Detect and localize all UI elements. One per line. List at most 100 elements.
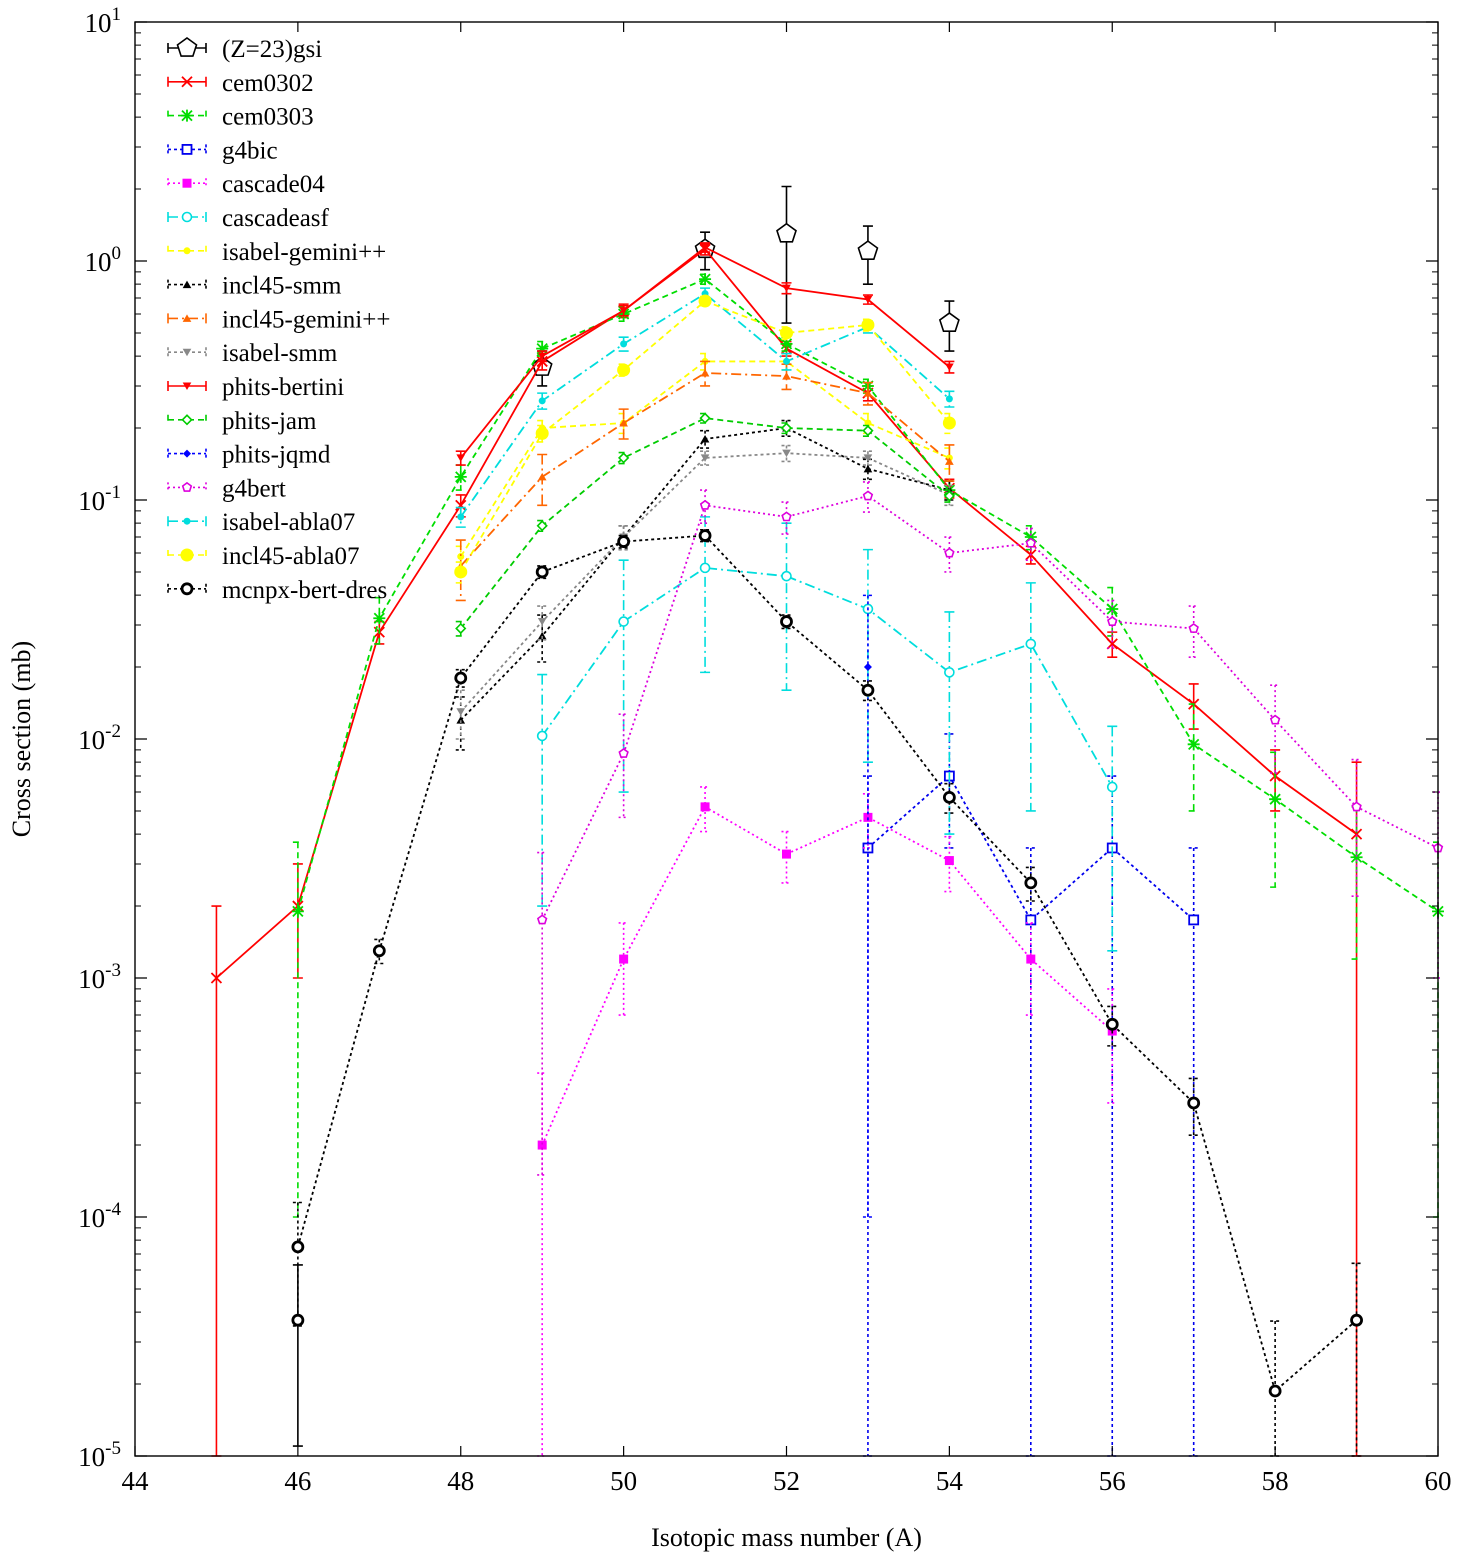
legend-item: (Z=23)gsi [167, 36, 322, 63]
data-point [1187, 1096, 1201, 1110]
error-bar [1270, 751, 1281, 888]
data-point [454, 565, 468, 579]
data-point-shape [1269, 793, 1282, 806]
data-point-shape [1351, 801, 1362, 812]
data-point [210, 972, 223, 984]
legend: (Z=23)gsi cem0302 cem0303 g4bic cascade04 cas… [167, 36, 390, 604]
data-point [863, 663, 872, 672]
data-point-shape [535, 565, 549, 579]
data-point-shape [776, 222, 797, 243]
error-bar [862, 381, 873, 406]
data-point [700, 434, 710, 443]
data-point-shape [782, 449, 791, 458]
data-point-shape [862, 425, 874, 437]
data-point [617, 535, 631, 548]
data-point [536, 520, 548, 532]
error-bar [1025, 866, 1036, 902]
data-point [700, 802, 710, 812]
error-bar [618, 922, 629, 1016]
legend-swatch-marker-shape [182, 382, 192, 390]
legend-swatch-line [167, 550, 207, 560]
data-point [1188, 914, 1200, 926]
data-point [1269, 793, 1282, 806]
data-point [1024, 876, 1038, 890]
legend-swatch-marker-shape [181, 76, 193, 88]
legend-swatch-marker-shape [180, 582, 194, 596]
data-point [700, 454, 710, 462]
data-point-shape [456, 708, 466, 716]
legend-swatch-marker [180, 548, 194, 562]
data-point-shape [945, 395, 953, 403]
data-point [617, 452, 630, 464]
legend-item: phits-jqmd [167, 442, 331, 469]
data-point-shape [454, 671, 468, 685]
legend-item: cascadeasf [167, 205, 330, 232]
legend-label: g4bert [222, 475, 286, 502]
data-point [454, 671, 468, 685]
data-point [780, 337, 793, 350]
data-point [537, 472, 547, 481]
data-point [944, 856, 954, 866]
data-point [780, 326, 793, 340]
data-point [618, 747, 629, 758]
data-point-shape [942, 416, 956, 430]
error-bar [1188, 1077, 1199, 1136]
legend-item: cascade04 [167, 171, 325, 198]
data-point [862, 425, 874, 437]
data-point [782, 849, 791, 859]
legend-item: isabel-smm [167, 340, 338, 367]
data-point-shape [457, 553, 465, 561]
legend-swatch-marker-shape [176, 37, 198, 57]
data-point [1107, 616, 1118, 627]
data-point-shape [617, 452, 630, 464]
legend-swatch-marker-shape [181, 211, 193, 223]
legend-item: g4bert [167, 475, 286, 502]
legend-item: cem0302 [167, 70, 314, 97]
legend-swatch-line [167, 313, 207, 324]
data-point-shape [617, 363, 631, 377]
error-bar [700, 360, 711, 387]
data-point-shape [1187, 738, 1200, 751]
error-bar [537, 673, 548, 907]
data-point [782, 372, 791, 380]
data-point [619, 307, 628, 315]
series-5 [536, 516, 1118, 952]
data-point [938, 312, 960, 332]
error-bar [944, 536, 955, 573]
legend-swatch-marker [176, 37, 198, 57]
data-point-shape [857, 240, 879, 261]
series-10 [455, 242, 955, 466]
data-point [780, 615, 793, 628]
data-point-shape [698, 529, 712, 542]
data-point-shape [1188, 914, 1200, 926]
data-point-shape [863, 663, 872, 672]
data-point-shape [536, 914, 548, 925]
data-point-shape [700, 454, 710, 462]
error-bar [944, 484, 955, 507]
x-tick-label: 50 [610, 1466, 637, 1496]
data-point-shape [944, 547, 955, 558]
error-bar [537, 851, 548, 1176]
data-point-shape [699, 273, 712, 286]
legend-swatch-marker [181, 76, 193, 88]
data-point-shape [1106, 781, 1118, 793]
data-point-shape [537, 472, 547, 481]
x-axis-title: Isotopic mass number (A) [651, 1523, 922, 1552]
legend-item: isabel-abla07 [167, 509, 355, 536]
series-17 [291, 1264, 305, 1447]
data-point-shape [699, 412, 711, 424]
data-point [861, 683, 875, 697]
data-point [861, 318, 875, 332]
data-point [781, 511, 792, 522]
data-point [457, 553, 465, 561]
error-bar [1025, 582, 1036, 812]
series-line [541, 805, 1113, 1146]
data-point-shape [700, 434, 710, 443]
data-point [945, 395, 953, 403]
legend-swatch-line [167, 212, 207, 222]
data-point-shape [861, 318, 875, 332]
data-point [698, 294, 712, 308]
data-point-shape [1350, 1313, 1363, 1327]
data-point-shape [538, 397, 546, 405]
